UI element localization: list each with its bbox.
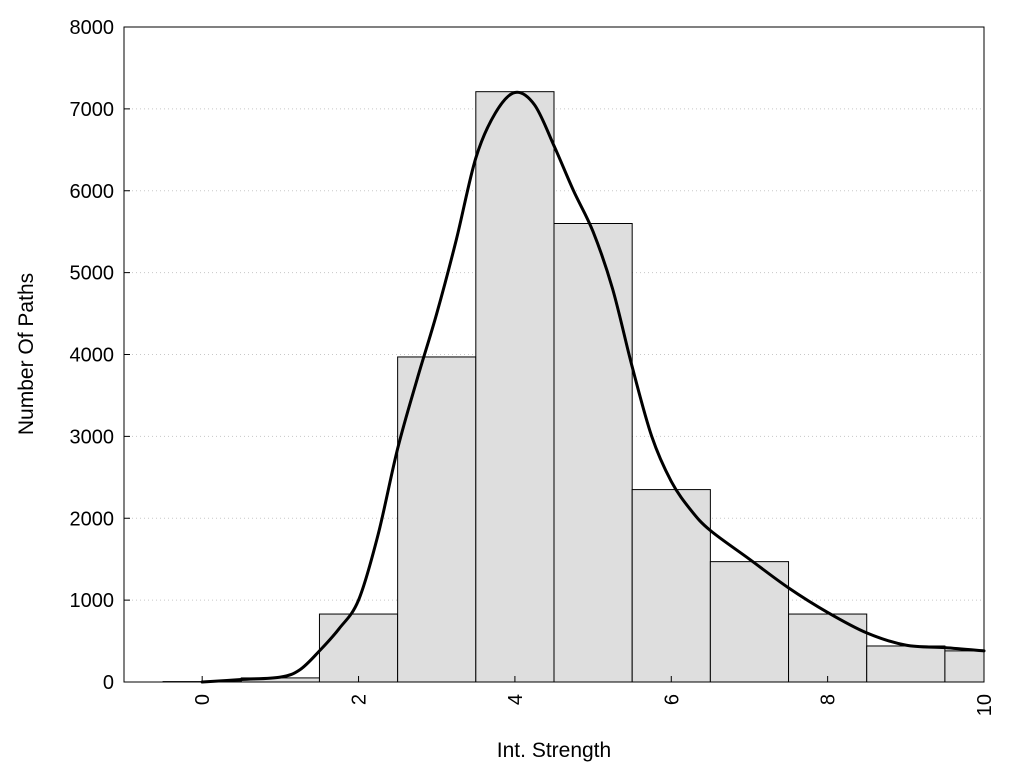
histogram-bars: [162, 91, 985, 683]
y-tick-label: 3000: [70, 426, 115, 448]
x-axis-title: Int. Strength: [497, 739, 611, 762]
x-tick-label: 0: [192, 694, 214, 705]
x-tick-label: 4: [505, 694, 527, 705]
histogram-bar: [553, 223, 633, 683]
x-tick-label: 2: [349, 694, 371, 705]
gridlines: [124, 108, 984, 601]
histogram-bar: [397, 356, 477, 683]
y-axis-title: Number Of Paths: [15, 273, 38, 435]
y-tick-label: 4000: [70, 345, 115, 367]
y-tick-label: 0: [103, 672, 114, 694]
histogram-bar: [788, 613, 868, 683]
histogram-bar: [709, 561, 790, 683]
density-curve-group: [200, 90, 986, 684]
y-tick-label: 5000: [70, 263, 115, 285]
histogram-bar: [475, 91, 555, 683]
y-tick-label: 6000: [70, 181, 115, 203]
histogram-bar: [944, 650, 985, 683]
x-tick-label: 10: [974, 694, 996, 716]
y-tick-label: 1000: [70, 590, 115, 612]
y-axis-ticks: 0 1000 2000 3000 4000 5000 6000 7000 8000: [70, 17, 130, 694]
histogram-bar: [318, 613, 399, 683]
density-curve: [200, 90, 986, 684]
x-axis-ticks: 0 2 4 6 8 10: [192, 676, 996, 716]
y-tick-label: 2000: [70, 508, 115, 530]
x-tick-label: 8: [818, 694, 840, 705]
y-tick-label: 8000: [70, 17, 115, 39]
histogram-bar: [866, 645, 946, 683]
x-tick-label: 6: [661, 694, 683, 705]
y-tick-label: 7000: [70, 99, 115, 121]
